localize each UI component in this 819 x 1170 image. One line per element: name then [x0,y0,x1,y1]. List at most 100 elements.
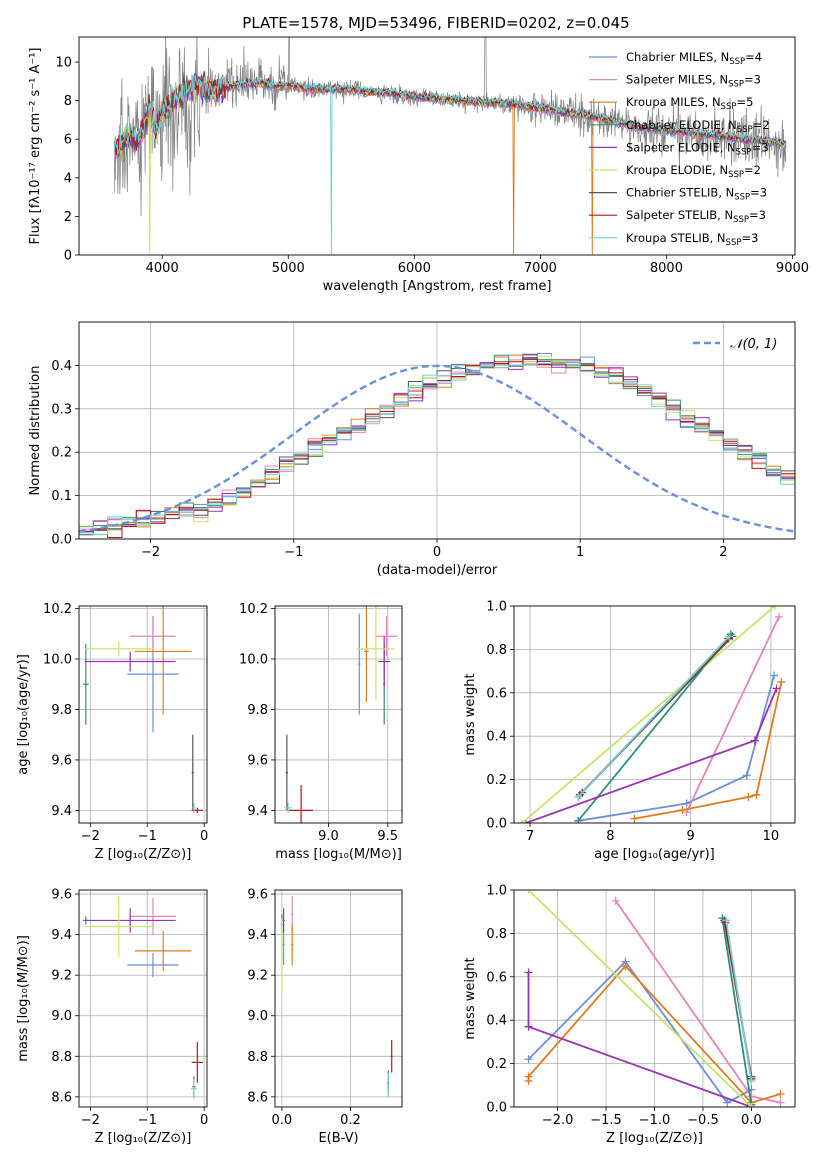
legend-entry: Chabrier STELIB, NSSP=3 [626,186,767,203]
plus-marker [518,819,527,823]
figure-title: PLATE=1578, MJD=53496, FIBERID=0202, z=0… [242,14,629,32]
y-tick-label: 0.4 [51,359,72,374]
plus-marker [725,632,734,641]
x-tick-label: 0 [200,829,208,844]
plot-area-massweight-vs-Z [524,890,785,1107]
chart-residuals: −2 −1 0 1 2 0.0 0.1 0.2 0.3 0.4 (data-model)/error… [28,321,796,578]
y-axis-label: mass weight [463,673,478,755]
plot-area-mass-vs-EBV [280,896,393,1097]
x-tick-label: −2 [141,545,160,560]
x-tick-label: 9 [686,829,694,844]
plot-area-spectrum [113,37,787,255]
series-kroupa-elodie [527,890,753,1107]
y-tick-label: 0.3 [51,402,72,417]
x-tick-label: 9.5 [377,829,398,844]
y-tick-label: 10 [55,56,72,71]
x-axis-label: mass [log₁₀(M/M⊙)] [275,847,402,862]
x-tick-label: −1.5 [590,1113,622,1128]
x-tick-label: 0.2 [340,1113,361,1128]
y-tick-label: 0.0 [51,533,72,548]
x-tick-label: 8 [606,829,614,844]
y-tick-label: 9.0 [51,1009,72,1024]
legend-entry: Salpeter ELODIE, NSSP=3 [626,140,769,157]
legend-entry: 𝒩(0, 1) [730,337,777,352]
plus-marker [574,792,583,801]
y-tick-label: 0.4 [486,730,507,745]
y-tick-label: 1.0 [486,884,507,899]
y-tick-label: 0.8 [486,643,507,658]
y-tick-label: 4 [64,171,72,186]
y-tick-label: 10.2 [239,602,268,617]
y-tick-label: 9.8 [247,703,268,718]
y-tick-label: 9.4 [51,928,72,943]
legend-entry: Salpeter STELIB, NSSP=3 [626,208,766,225]
y-tick-label: 2 [64,210,72,225]
x-tick-label: 5000 [272,261,305,276]
plus-marker [723,1098,732,1107]
legend-entry: Kroupa STELIB, NSSP=3 [626,231,758,248]
x-tick-label: −1 [138,829,157,844]
plus-marker [752,790,761,799]
x-tick-label: 0 [433,545,441,560]
x-tick-label: −2 [81,829,100,844]
plus-marker [747,1103,756,1107]
x-tick-label: −1.0 [639,1113,671,1128]
chart-mass-vs-EBV: 0.0 0.2 8.6 8.8 9.0 9.2 9.4 9.6 E(B-V) [247,888,403,1146]
axes-frame [274,605,403,824]
x-tick-label: −1 [138,1113,157,1128]
axes-frame [78,889,208,1108]
axes-frame [513,889,796,1108]
x-tick-label: 0 [200,1113,208,1128]
y-tick-label: 8 [64,94,72,109]
plus-marker [524,890,533,894]
x-axis-label: Z [log₁₀(Z/Z⊙)] [606,1131,703,1146]
x-tick-label: 9.0 [318,829,339,844]
plot-area-residuals [79,353,795,538]
plus-marker [574,816,583,823]
series-kroupa-elodie [521,606,776,823]
axes-frame [513,605,796,824]
chart-massweight-vs-Z: −2.0 −1.5 −1.0 −0.5 0.0 0.0 0.2 0.4 0.6 0.8 1.0 Z [… [463,884,796,1146]
x-axis-label: Z [log₁₀(Z/Z⊙)] [95,847,192,862]
series-kroupa-stelib [725,920,753,1082]
x-tick-label: 8000 [650,261,683,276]
plus-marker [611,896,620,905]
plus-marker [774,612,783,621]
y-tick-label: 10.0 [239,652,268,667]
y-tick-label: 9.0 [247,1009,268,1024]
y-tick-label: 8.6 [51,1090,72,1105]
y-axis-label: mass weight [463,957,478,1039]
y-tick-label: 9.4 [51,804,72,819]
x-tick-label: −0.5 [687,1113,719,1128]
y-tick-label: 9.6 [51,888,72,903]
plot-area-mass-vs-Z [82,896,204,1099]
y-tick-label: 0.2 [51,446,72,461]
histogram-kroupa-stelib [79,359,795,536]
y-tick-label: 0 [64,249,72,264]
x-tick-label: −2 [81,1113,100,1128]
x-axis-label: Z [log₁₀(Z/Z⊙)] [95,1131,192,1146]
y-tick-label: 9.4 [247,928,268,943]
x-axis-label: wavelength [Angstrom, rest frame] [323,279,552,294]
x-tick-label: −1 [284,545,303,560]
plus-marker [722,916,731,925]
y-tick-label: 0.6 [486,970,507,985]
y-axis-label: mass [log₁₀(M/M⊙)] [16,935,31,1062]
chart-massweight-vs-age: 7 8 9 10 0.0 0.2 0.4 0.6 0.8 1.0 age [log₁₀(age/yr… [463,600,796,862]
x-tick-label: −2.0 [542,1113,574,1128]
plus-marker [630,814,639,823]
y-axis-label: Normed distribution [28,366,43,496]
plus-marker [678,805,687,814]
chart-spectrum: 4000 5000 6000 7000 8000 9000 0 2 4 6 8 10 wavelengt… [28,36,809,294]
y-tick-label: 0.2 [486,1057,507,1072]
plus-marker [750,736,759,745]
plus-marker [682,799,691,808]
y-tick-label: 9.6 [247,888,268,903]
y-tick-label: 0.6 [486,686,507,701]
spectrum-model-salpeter-stelib [113,74,787,155]
legend-entry: Kroupa ELODIE, NSSP=2 [626,163,761,180]
plus-marker [770,671,779,680]
y-tick-label: 8.8 [51,1050,72,1065]
